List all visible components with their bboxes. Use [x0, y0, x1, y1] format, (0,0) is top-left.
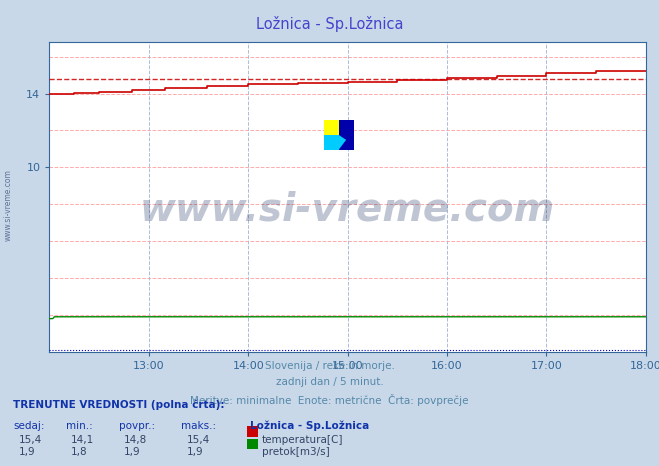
Polygon shape — [339, 135, 346, 150]
Bar — [324, 120, 339, 135]
Text: maks.:: maks.: — [181, 421, 216, 431]
Text: pretok[m3/s]: pretok[m3/s] — [262, 447, 330, 457]
Text: www.si-vreme.com: www.si-vreme.com — [140, 190, 556, 228]
Text: min.:: min.: — [66, 421, 93, 431]
Bar — [339, 120, 354, 150]
Text: zadnji dan / 5 minut.: zadnji dan / 5 minut. — [275, 377, 384, 387]
Text: temperatura[C]: temperatura[C] — [262, 435, 343, 445]
Text: Meritve: minimalne  Enote: metrične  Črta: povprečje: Meritve: minimalne Enote: metrične Črta:… — [190, 394, 469, 406]
Text: 1,8: 1,8 — [71, 447, 88, 457]
Text: 1,9: 1,9 — [18, 447, 35, 457]
Text: 14,1: 14,1 — [71, 435, 94, 445]
Text: povpr.:: povpr.: — [119, 421, 155, 431]
Bar — [324, 135, 339, 150]
Text: www.si-vreme.com: www.si-vreme.com — [3, 169, 13, 241]
Text: 1,9: 1,9 — [124, 447, 140, 457]
Text: sedaj:: sedaj: — [13, 421, 45, 431]
Text: TRENUTNE VREDNOSTI (polna črta):: TRENUTNE VREDNOSTI (polna črta): — [13, 399, 225, 410]
Text: Slovenija / reke in morje.: Slovenija / reke in morje. — [264, 361, 395, 371]
Text: 1,9: 1,9 — [186, 447, 203, 457]
Text: Ložnica - Sp.Ložnica: Ložnica - Sp.Ložnica — [256, 16, 403, 32]
Text: 15,4: 15,4 — [18, 435, 42, 445]
Text: 15,4: 15,4 — [186, 435, 210, 445]
Text: Ložnica - Sp.Ložnica: Ložnica - Sp.Ložnica — [250, 421, 370, 432]
Text: 14,8: 14,8 — [124, 435, 147, 445]
